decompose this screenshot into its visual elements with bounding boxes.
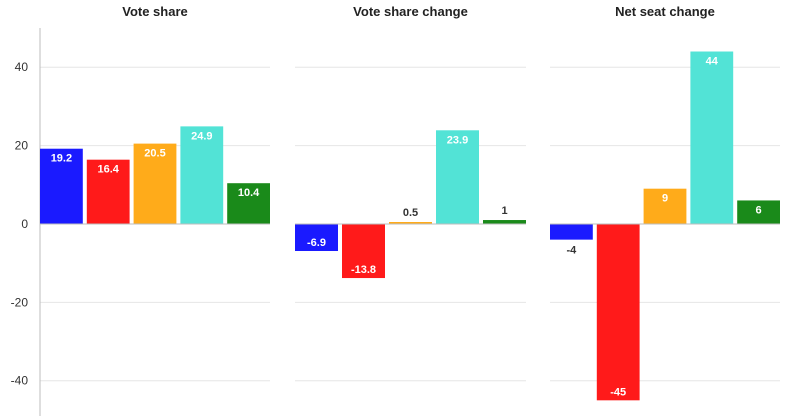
bar [86,159,130,224]
bar [342,223,385,279]
data-label: -45 [610,386,626,398]
y-tick-label: -40 [11,374,29,388]
data-label: 1 [501,205,507,217]
bar [227,183,270,224]
y-tick-label: 20 [15,139,29,153]
y-tick-label: 40 [15,60,29,74]
bar [483,220,526,224]
bar [40,148,83,224]
data-label: -4 [567,245,578,257]
panel-title: Vote share change [353,4,468,19]
panel-title: Net seat change [615,4,715,19]
data-label: 0.5 [403,207,418,219]
bar [690,51,734,224]
data-label: -13.8 [351,264,376,276]
y-tick-label: -20 [11,295,29,309]
data-label: 6 [756,204,762,216]
bar [389,222,432,224]
data-label: 10.4 [238,187,260,199]
data-label: 23.9 [447,134,468,146]
bar [133,143,177,224]
data-label: 20.5 [144,148,165,160]
data-label: 44 [706,56,719,68]
data-label: 24.9 [191,130,212,142]
bar [596,223,640,401]
data-label: 19.2 [51,153,72,165]
y-tick-label: 0 [21,217,28,231]
bar [295,223,338,252]
bar [737,200,780,224]
bar [550,223,593,240]
data-label: -6.9 [307,237,326,249]
panel-title: Vote share [122,4,188,19]
bar [436,130,479,224]
data-label: 9 [662,193,668,205]
bar [180,126,224,224]
bar [643,188,687,224]
data-label: 16.4 [97,164,119,176]
